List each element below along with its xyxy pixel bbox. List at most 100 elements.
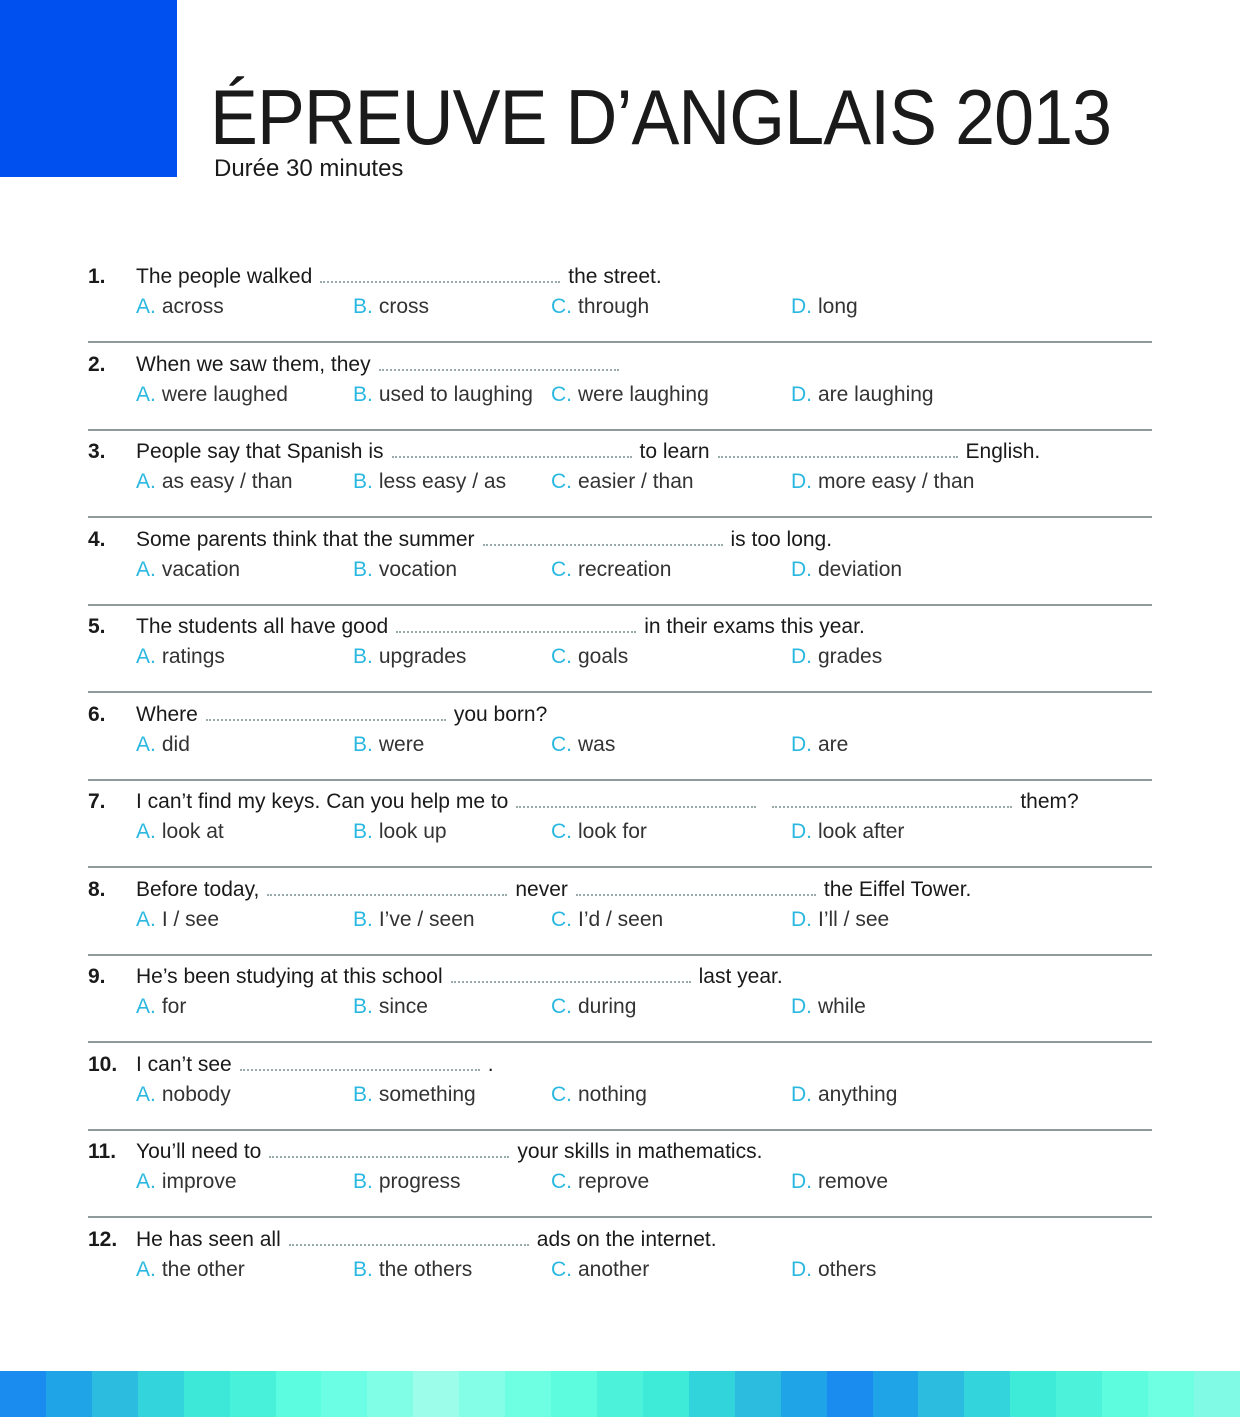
question-prompt: 9. He’s been studying at this school last … [88,965,783,989]
option-b[interactable]: B. progress [353,1170,461,1194]
option-letter: B. [353,557,373,581]
option-b[interactable]: B. the others [353,1258,472,1282]
option-letter: B. [353,1082,373,1106]
option-b[interactable]: B. since [353,995,428,1019]
option-a[interactable]: A. I / see [136,908,219,932]
option-text: easier / than [578,470,694,493]
option-c[interactable]: C. another [551,1258,649,1282]
option-text: were laughed [161,382,288,406]
option-d[interactable]: D. more easy / than [791,470,974,494]
option-a[interactable]: A. vacation [136,558,240,582]
option-a[interactable]: A. as easy / than [136,470,293,494]
option-letter: A. [136,295,156,318]
option-a[interactable]: A. nobody [136,1083,231,1107]
option-c[interactable]: C. were laughing [551,383,709,407]
question-9: 9. He’s been studying at this school last … [88,955,1152,1043]
option-c[interactable]: C. recreation [551,558,671,582]
option-a[interactable]: A. improve [136,1170,237,1194]
option-text: something [378,1082,476,1106]
option-a[interactable]: A. did [136,733,190,757]
option-c[interactable]: C. goals [551,645,628,669]
question-10: 10. I can’t see. A. nobody B. something C. noth… [88,1043,1152,1131]
option-d[interactable]: D. I’ll / see [791,908,889,932]
option-letter: D. [791,470,812,493]
option-b[interactable]: B. less easy / as [353,470,506,494]
option-b[interactable]: B. cross [353,295,429,319]
option-text: for [161,995,187,1018]
option-d[interactable]: D. are laughing [791,383,934,407]
option-b[interactable]: B. were [353,733,424,757]
answer-blank [269,1142,510,1158]
option-letter: B. [353,470,373,493]
footer-stripe [1193,1371,1240,1417]
option-d[interactable]: D. long [791,295,858,319]
option-c[interactable]: C. during [551,995,636,1019]
option-text: are laughing [818,382,934,406]
question-2: 2. When we saw them, they A. were laughed B.… [88,343,1152,431]
option-d[interactable]: D. anything [791,1083,897,1107]
prompt-text: I can’t find my keys. Can you help me to [136,790,509,813]
footer-stripe [780,1371,827,1417]
prompt-text: the street. [568,265,662,288]
option-d[interactable]: D. look after [791,820,904,844]
option-text: others [818,1257,877,1281]
option-c[interactable]: C. I’d / seen [551,908,663,932]
option-letter: C. [551,645,572,668]
option-c[interactable]: C. look for [551,820,647,844]
option-letter: C. [551,557,572,581]
option-a[interactable]: A. were laughed [136,383,288,407]
prompt-text: You’ll need to [136,1140,262,1163]
option-text: were [378,732,425,756]
question-number: 12. [88,1227,118,1251]
option-a[interactable]: A. ratings [136,645,225,669]
option-text: ratings [161,645,225,668]
footer-stripe [964,1371,1011,1417]
option-b[interactable]: B. vocation [353,558,457,582]
prompt-text: your skills in mathematics. [517,1140,763,1163]
option-text: look after [818,820,905,843]
option-a[interactable]: A. look at [136,820,224,844]
option-d[interactable]: D. grades [791,645,882,669]
option-c[interactable]: C. reprove [551,1170,649,1194]
option-a[interactable]: A. for [136,995,186,1019]
option-a[interactable]: A. across [136,295,224,319]
footer-stripe [1148,1371,1194,1417]
option-b[interactable]: B. used to laughing [353,383,533,407]
option-letter: A. [136,995,156,1018]
question-number: 2. [88,352,106,376]
option-letter: C. [551,820,572,843]
option-letter: A. [136,557,156,581]
prompt-text: the Eiffel Tower. [823,877,972,901]
option-letter: C. [551,907,572,931]
option-a[interactable]: A. the other [136,1258,245,1282]
option-b[interactable]: B. look up [353,820,447,844]
option-d[interactable]: D. are [791,733,848,757]
question-5: 5. The students all have good in their exa… [88,605,1152,693]
option-c[interactable]: C. through [551,295,649,319]
option-c[interactable]: C. nothing [551,1083,647,1107]
option-letter: B. [353,907,373,931]
option-c[interactable]: C. was [551,733,615,757]
option-b[interactable]: B. upgrades [353,645,466,669]
option-d[interactable]: D. while [791,995,866,1019]
question-number: 9. [88,965,106,988]
option-d[interactable]: D. remove [791,1170,888,1194]
option-d[interactable]: D. deviation [791,558,902,582]
option-text: less easy / as [378,470,507,493]
prompt-text: Some parents think that the summer [136,527,475,551]
footer-stripe [0,1371,46,1417]
option-letter: B. [353,732,373,756]
option-letter: A. [136,1082,156,1106]
footer-stripe [505,1371,552,1417]
option-text: vacation [161,557,241,581]
option-letter: A. [136,382,156,406]
option-letter: B. [353,1257,373,1281]
option-d[interactable]: D. others [791,1258,876,1282]
answer-blank [717,442,958,458]
option-letter: D. [791,995,812,1018]
option-c[interactable]: C. easier / than [551,470,694,494]
option-b[interactable]: B. something [353,1083,476,1107]
question-number: 5. [88,615,106,638]
question-prompt: 5. The students all have good in their exa… [88,615,865,639]
option-b[interactable]: B. I’ve / seen [353,908,475,932]
